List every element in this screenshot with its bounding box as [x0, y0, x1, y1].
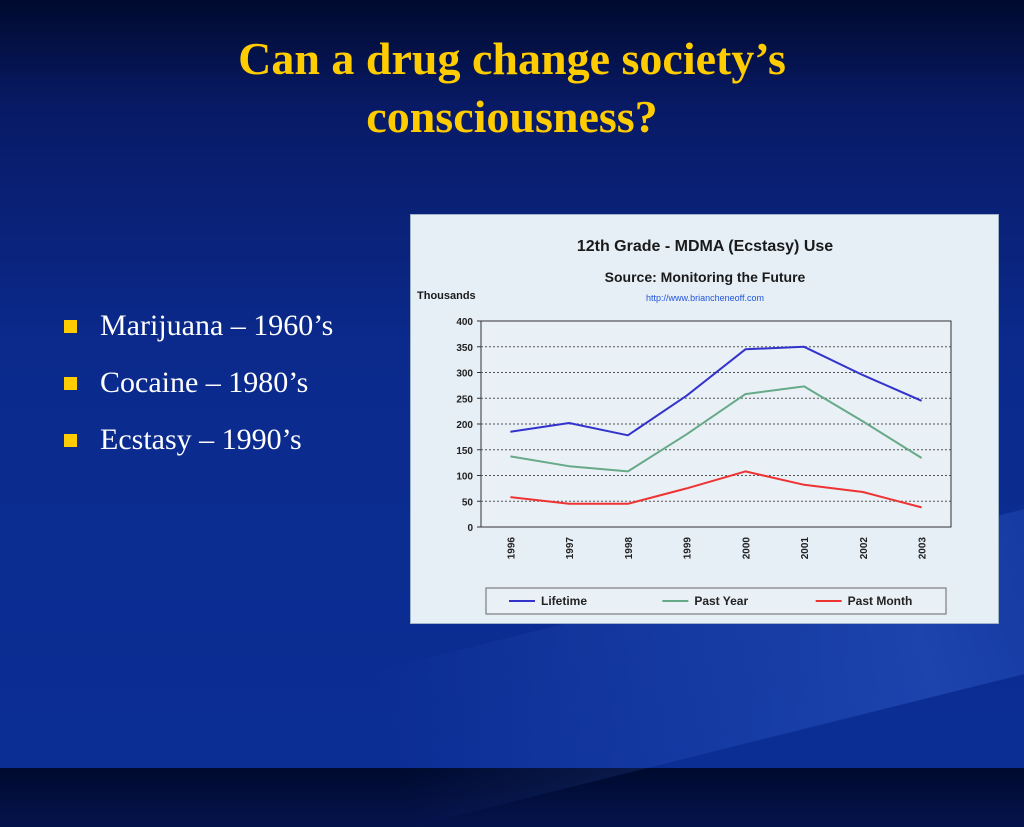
bullet-list: Marijuana – 1960’s Cocaine – 1980’s Ecst…: [62, 300, 333, 471]
x-tick-label: 2003: [918, 537, 929, 560]
chart-svg: 12th Grade - MDMA (Ecstasy) Use Source: …: [417, 238, 952, 615]
y-tick-label: 250: [456, 394, 473, 405]
bullet-item-ecstasy: Ecstasy – 1990’s: [62, 414, 333, 471]
legend-label-past-month: Past Month: [848, 594, 913, 608]
square-bullet-icon: [64, 377, 77, 390]
chart-legend: Lifetime Past Year Past Month: [485, 587, 947, 615]
bullet-item-cocaine: Cocaine – 1980’s: [62, 357, 333, 414]
chart-title: 12th Grade - MDMA (Ecstasy) Use: [577, 238, 833, 255]
slide-title-line1: Can a drug change society’s: [238, 33, 786, 84]
x-tick-label: 1997: [565, 537, 576, 560]
chart-image: 12th Grade - MDMA (Ecstasy) Use Source: …: [410, 214, 999, 624]
square-bullet-icon: [64, 320, 77, 333]
y-tick-label: 100: [456, 472, 473, 483]
x-tick-label: 2001: [800, 537, 811, 560]
chart-source-url: http://www.briancheneoff.com: [646, 293, 764, 303]
plot-area: 0 50 100 150 200 250 300 350 400 1996 1997 1998 1999…: [456, 317, 952, 560]
chart-subtitle: Source: Monitoring the Future: [605, 269, 806, 285]
y-axis-label: Thousands: [417, 290, 476, 302]
slide-title: Can a drug change society’s consciousnes…: [80, 30, 944, 146]
x-tick-label: 1996: [506, 537, 517, 560]
bullet-text: Cocaine – 1980’s: [100, 366, 309, 399]
x-tick-label: 2000: [741, 537, 752, 560]
y-tick-label: 50: [462, 497, 474, 508]
slide-title-line2: consciousness?: [366, 91, 658, 142]
bullet-text: Ecstasy – 1990’s: [100, 423, 302, 456]
y-tick-label: 350: [456, 343, 473, 354]
x-tick-label: 2002: [859, 537, 870, 560]
y-tick-label: 150: [456, 446, 473, 457]
square-bullet-icon: [64, 434, 77, 447]
bullet-item-marijuana: Marijuana – 1960’s: [62, 300, 333, 357]
y-tick-label: 200: [456, 420, 473, 431]
legend-label-lifetime: Lifetime: [541, 594, 587, 608]
y-tick-label: 400: [456, 317, 473, 328]
x-tick-label: 1999: [683, 537, 694, 560]
series-line-past-year: [510, 385, 923, 473]
series-line-lifetime: [510, 345, 923, 437]
legend-label-past-year: Past Year: [694, 594, 748, 608]
legend-box: [485, 587, 947, 615]
bullet-text: Marijuana – 1960’s: [100, 309, 334, 342]
y-tick-label: 0: [467, 523, 473, 534]
x-tick-label: 1998: [624, 537, 635, 560]
y-tick-label: 300: [456, 369, 473, 380]
series-line-past-month: [510, 470, 922, 509]
